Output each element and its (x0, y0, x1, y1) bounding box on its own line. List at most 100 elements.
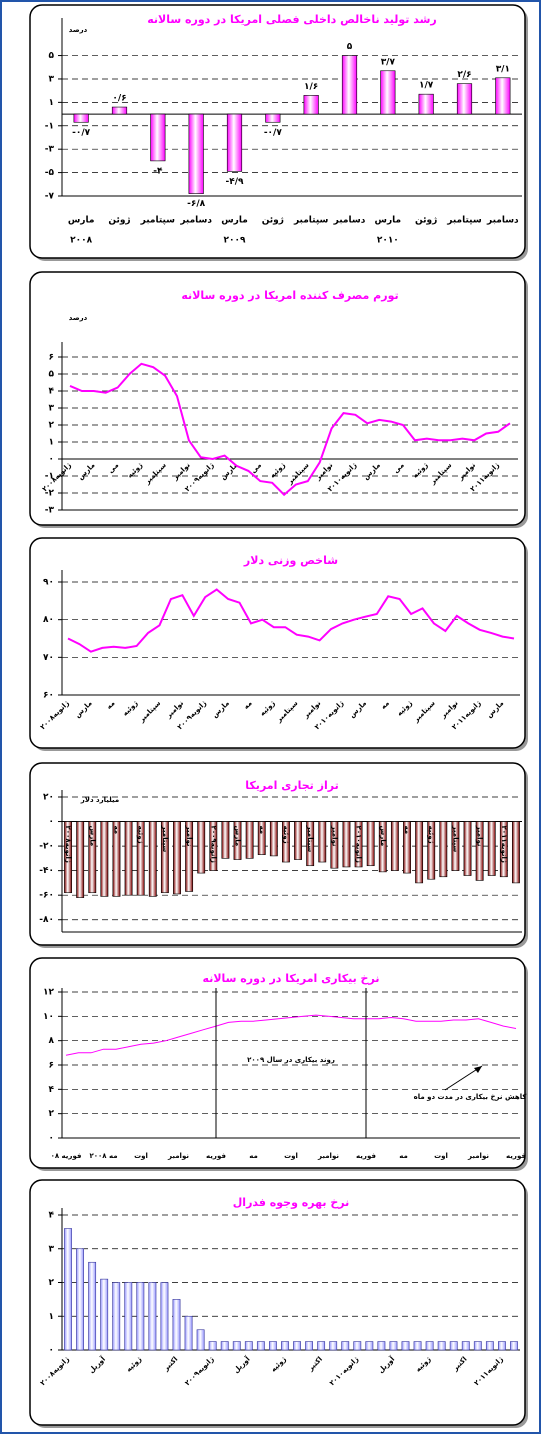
bar (294, 821, 302, 860)
x-tick-label: مه (258, 826, 266, 835)
y-tick-label: ۲۰ (43, 793, 54, 803)
bar (232, 1341, 241, 1351)
x-year-label: ۲۰۱۰ (377, 236, 399, 246)
data-label: ۳/۷ (381, 57, 396, 67)
bar (353, 1341, 362, 1351)
bar (173, 821, 181, 895)
chart-title: تراز تجاری امریکا (245, 779, 338, 792)
y-tick-label: ۰ (49, 455, 55, 465)
x-tick-label: سپتامبر (161, 825, 169, 853)
x-tick-label: ژوئیه (137, 826, 145, 844)
data-label: ۱/۷ (419, 81, 434, 91)
bar (112, 1282, 121, 1351)
bar (303, 95, 319, 115)
x-tick-label: ژوئیه (427, 826, 435, 844)
bar (100, 821, 109, 897)
x-tick-label: فوریه (206, 1152, 226, 1160)
y-tick-label: -۷ (45, 192, 55, 202)
bar (403, 821, 411, 874)
chart-box (29, 271, 526, 526)
bar (475, 821, 484, 881)
y-tick-label: ۰ (49, 1134, 55, 1144)
bar (282, 821, 290, 863)
x-tick-label: دسامبر (179, 216, 212, 226)
x-tick-label: ژانویه۲۰۰۸ (64, 826, 72, 863)
y-tick-label: -۵ (45, 168, 55, 178)
y-tick-label: ۸ (49, 1036, 55, 1046)
bar (425, 1341, 434, 1351)
x-tick-label: نوامبر (330, 825, 338, 847)
bar (281, 1341, 289, 1351)
y-tick-label: ۲ (49, 1278, 55, 1288)
y-tick-label: ۹۰ (43, 578, 54, 588)
x-year-label: ۲۰۰۹ (224, 236, 246, 246)
bar (245, 821, 254, 859)
y-tick-label: ۷۰ (43, 653, 54, 663)
bar (111, 106, 128, 115)
y-tick-label: ۳ (49, 404, 55, 414)
bar (220, 1341, 229, 1351)
y-tick-label: ۱ (49, 98, 55, 108)
bar (76, 1248, 84, 1351)
y-tick-label: -۱ (45, 472, 54, 482)
data-label: ۰/۶ (112, 94, 126, 104)
bar (498, 1341, 506, 1351)
bar (76, 821, 85, 898)
bar (415, 821, 424, 884)
bar (451, 821, 460, 871)
bar (184, 1315, 193, 1351)
y-tick-label: -۴۰ (39, 866, 54, 876)
bar (389, 1341, 398, 1351)
x-tick-label: نوامبر (167, 1152, 189, 1160)
x-tick-label: مارس (234, 826, 242, 847)
data-label: -۰/۷ (264, 128, 283, 138)
y-tick-label: ۲ (49, 421, 55, 431)
bar (380, 70, 396, 115)
bar (88, 1261, 97, 1351)
bar (269, 1341, 277, 1351)
y-tick-label: -۲ (45, 489, 55, 499)
bar (378, 821, 387, 873)
y-tick-label: ۵ (49, 370, 55, 380)
y-tick-label: ۰ (49, 817, 55, 827)
bar (160, 821, 169, 894)
bar (269, 821, 278, 857)
y-tick-label: ۴ (49, 1211, 55, 1221)
bar (342, 821, 351, 868)
x-tick-label: نوامبر (185, 825, 193, 847)
bar (208, 1341, 217, 1351)
data-label: -۴/۹ (225, 177, 244, 187)
y-tick-label: ۱۲ (43, 988, 54, 998)
x-tick-label: اوت (284, 1152, 298, 1160)
bar (473, 1341, 482, 1351)
bar (226, 113, 243, 172)
x-tick-label: سپتامبر (306, 825, 314, 853)
bar (148, 821, 157, 897)
y-tick-label: ۱ (49, 1312, 55, 1322)
bar (485, 1341, 494, 1351)
bar (256, 1341, 265, 1351)
y-tick-label: -۱ (45, 121, 54, 131)
y-tick-label: ۴ (49, 1085, 55, 1095)
bar (495, 77, 511, 115)
line-series (67, 588, 515, 653)
y-tick-label: ۶ (49, 353, 55, 363)
data-label: -۰/۷ (72, 128, 91, 138)
y-tick-label: -۳ (45, 145, 55, 155)
bar (427, 821, 436, 880)
bar (196, 1329, 205, 1351)
x-year-label: ۲۰۰۸ (70, 236, 92, 246)
data-label: ۳/۱ (496, 64, 510, 74)
x-tick-label: ژانویه۲۰۰۹ (209, 826, 217, 863)
x-tick-label: ژوئن (108, 216, 130, 226)
y-tick-label: ۳ (49, 1244, 55, 1254)
bar (124, 821, 133, 896)
chart-box (29, 4, 526, 259)
bar (221, 821, 230, 859)
bar (449, 1341, 458, 1351)
x-tick-label: سپتامبر (140, 216, 176, 226)
x-tick-label: سپتامبر (293, 216, 329, 226)
bar (354, 821, 363, 868)
bar (160, 1282, 169, 1351)
